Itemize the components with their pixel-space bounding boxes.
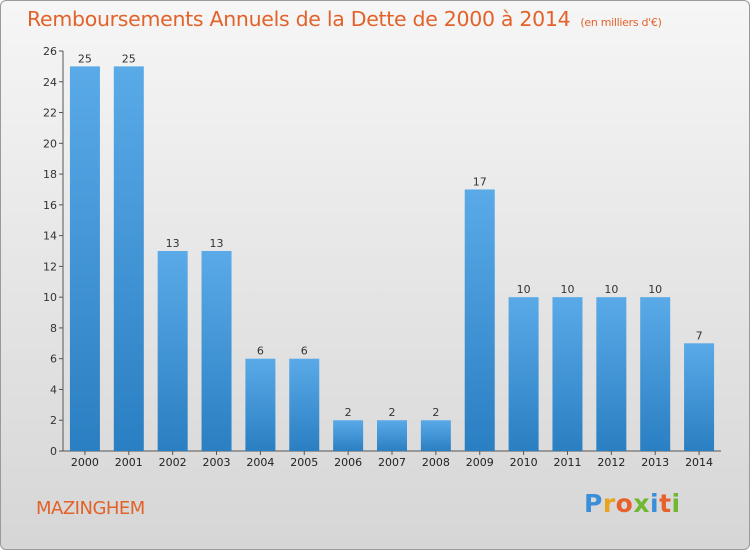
x-tick-label-2008: 2008 xyxy=(422,456,450,469)
bar-2001 xyxy=(113,66,144,451)
data-label-2005: 6 xyxy=(301,345,308,358)
bar-2013 xyxy=(640,297,671,451)
bar-2000 xyxy=(69,66,100,451)
x-tick-label-2009: 2009 xyxy=(466,456,494,469)
x-tick-label-2007: 2007 xyxy=(378,456,406,469)
data-label-2008: 2 xyxy=(432,406,439,419)
bar-2007 xyxy=(377,420,407,451)
data-label-2009: 17 xyxy=(473,175,487,188)
data-label-2007: 2 xyxy=(389,406,396,419)
y-tick-label: 0 xyxy=(50,445,57,458)
logo-letter: x xyxy=(633,489,650,518)
bar-2012 xyxy=(596,297,627,451)
bar-2008 xyxy=(420,420,451,451)
data-label-2012: 10 xyxy=(604,283,618,296)
y-tick-label: 20 xyxy=(43,137,57,150)
chart-title-text: Remboursements Annuels de la Dette de 20… xyxy=(27,7,571,31)
data-label-2001: 25 xyxy=(122,52,136,65)
bar-2011 xyxy=(552,297,583,451)
y-tick-label: 4 xyxy=(50,383,57,396)
logo-letter: t xyxy=(659,489,672,518)
bar-2009 xyxy=(464,189,495,451)
y-tick-label: 24 xyxy=(43,76,57,89)
x-tick-label-2000: 2000 xyxy=(71,456,99,469)
bar-2006 xyxy=(333,420,364,451)
x-tick-label-2005: 2005 xyxy=(290,456,318,469)
y-tick-label: 16 xyxy=(43,199,57,212)
y-tick-label: 12 xyxy=(43,260,57,273)
data-label-2004: 6 xyxy=(257,345,264,358)
y-tick-label: 8 xyxy=(50,322,57,335)
data-label-2014: 7 xyxy=(696,329,703,342)
proxiti-logo: Proxiti xyxy=(584,489,681,518)
bar-2014 xyxy=(684,343,715,451)
chart-bars xyxy=(69,66,715,451)
location-name: MAZINGHEM xyxy=(36,498,145,519)
bar-2003 xyxy=(201,251,232,451)
y-tick-label: 10 xyxy=(43,291,57,304)
x-tick-label-2003: 2003 xyxy=(203,456,231,469)
logo-letter: r xyxy=(602,489,616,518)
bar-2004 xyxy=(245,358,276,451)
y-tick-label: 2 xyxy=(50,414,57,427)
x-tick-label-2014: 2014 xyxy=(685,456,713,469)
logo-letter: o xyxy=(615,489,634,518)
bar-2005 xyxy=(289,358,320,451)
chart-title-unit: (en milliers d'€) xyxy=(580,16,662,29)
y-tick-label: 18 xyxy=(43,168,57,181)
y-tick-label: 26 xyxy=(43,45,57,58)
x-tick-label-2011: 2011 xyxy=(553,456,581,469)
bar-2002 xyxy=(157,251,188,451)
logo-letter: P xyxy=(584,489,603,518)
x-tick-label-2006: 2006 xyxy=(334,456,362,469)
data-label-2011: 10 xyxy=(560,283,574,296)
y-tick-label: 6 xyxy=(50,353,57,366)
x-tick-label-2002: 2002 xyxy=(159,456,187,469)
x-tick-label-2010: 2010 xyxy=(510,456,538,469)
x-tick-label-2013: 2013 xyxy=(641,456,669,469)
y-tick-label: 14 xyxy=(43,230,57,243)
x-tick-label-2012: 2012 xyxy=(597,456,625,469)
x-tick-label-2001: 2001 xyxy=(115,456,143,469)
data-label-2000: 25 xyxy=(78,52,92,65)
x-tick-label-2004: 2004 xyxy=(246,456,274,469)
data-label-2006: 2 xyxy=(345,406,352,419)
chart-title: Remboursements Annuels de la Dette de 20… xyxy=(27,7,662,31)
x-tick-labels: 2000 2001 2002 2003 2004 2005 2006 2007 2008 2009… xyxy=(71,451,713,469)
y-tick-label: 22 xyxy=(43,107,57,120)
data-label-2013: 10 xyxy=(648,283,662,296)
logo-letter: i xyxy=(671,489,681,518)
data-labels: 25 25 13 13 6 6 2 2 2 17 10 10 10 10 7 xyxy=(78,52,703,419)
logo-letter: i xyxy=(650,489,660,518)
data-label-2010: 10 xyxy=(517,283,531,296)
data-label-2002: 13 xyxy=(166,237,180,250)
data-label-2003: 13 xyxy=(210,237,224,250)
bar-2010 xyxy=(508,297,539,451)
